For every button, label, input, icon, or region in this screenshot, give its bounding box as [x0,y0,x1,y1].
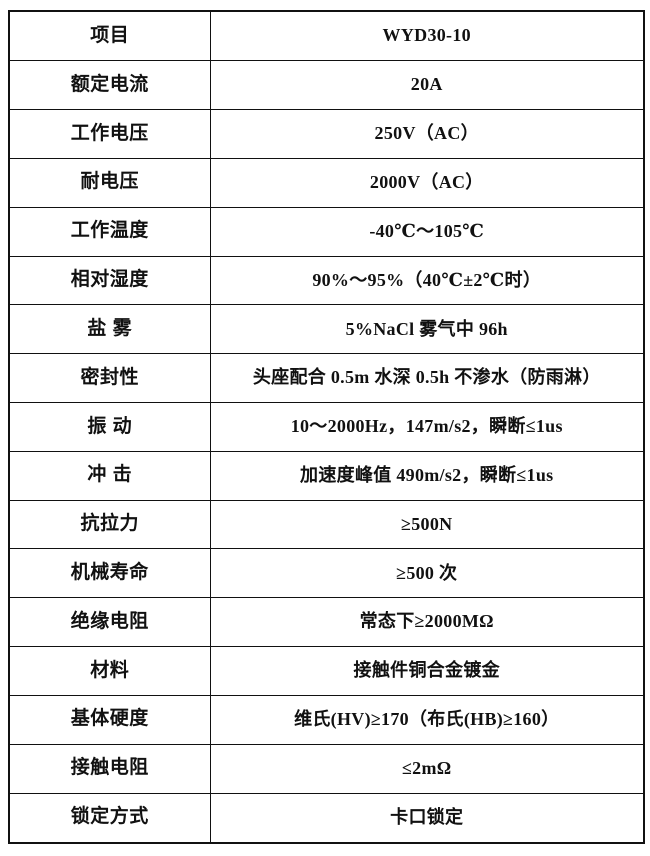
table-row: 抗拉力 ≥500N [8,499,645,550]
spec-label-cell: 盐 雾 [8,304,211,355]
spec-value-cell: ≥500N [209,499,645,550]
spec-label-cell: 绝缘电阻 [8,597,211,648]
table-row: 冲 击加速度峰值 490m/s2，瞬断≤1us [8,450,645,501]
spec-value-cell: -40℃～105℃ [209,206,645,257]
spec-value-cell: ≤2mΩ [209,743,645,794]
table-row: 绝缘电阻 常态下≥2000MΩ [8,597,645,648]
specification-table: 项目 WYD30-10 额定电流 20A 工作电压 250V（AC） 耐电压 2000V（AC… [8,10,645,844]
spec-value-cell: 5%NaCl 雾气中 96h [209,304,645,355]
spec-value-cell: 卡口锁定 [209,792,645,844]
spec-label-cell: 耐电压 [8,157,211,208]
spec-value-cell: 10～2000Hz，147m/s2，瞬断≤1us [209,402,645,452]
table-row: 额定电流 20A [8,60,645,111]
spec-label-cell: 基体硬度 [8,694,211,745]
spec-label-cell: 相对湿度 [8,255,211,306]
spec-value-cell: 加速度峰值 490m/s2，瞬断≤1us [209,450,645,501]
table-row: 振 动 10～2000Hz，147m/s2，瞬断≤1us [8,402,645,452]
spec-value-cell: 90%～95%（40℃±2℃时） [209,255,645,306]
spec-value-cell: 维氏(HV)≥170（布氏(HB)≥160） [209,694,645,745]
spec-value-cell: 常态下≥2000MΩ [209,597,645,648]
spec-value-cell: 250V（AC） [209,109,645,159]
spec-value-cell: ≥500 次 [209,548,645,599]
table-row: 材料 接触件铜合金镀金 [8,646,645,696]
table-row: 接触电阻 ≤2mΩ [8,743,645,794]
spec-label-cell: 密封性 [8,353,211,404]
spec-value-cell: 头座配合 0.5m 水深 0.5h 不渗水（防雨淋） [209,353,645,404]
spec-label-cell: 接触电阻 [8,743,211,794]
spec-label-cell: 额定电流 [8,60,211,111]
spec-table-container: 项目 WYD30-10 额定电流 20A 工作电压 250V（AC） 耐电压 2000V（AC… [8,10,645,844]
table-row: 工作电压 250V（AC） [8,109,645,159]
spec-value-cell: 20A [209,60,645,111]
spec-label-cell: 材料 [8,646,211,696]
spec-label-cell: 工作温度 [8,206,211,257]
table-row: 基体硬度 维氏(HV)≥170（布氏(HB)≥160） [8,694,645,745]
table-row: 工作温度 -40℃～105℃ [8,206,645,257]
spec-label-cell: 锁定方式 [8,792,211,844]
table-row: 相对湿度 90%～95%（40℃±2℃时） [8,255,645,306]
spec-label-cell: 机械寿命 [8,548,211,599]
spec-label-cell: 抗拉力 [8,499,211,550]
spec-value-cell: 2000V（AC） [209,157,645,208]
table-row: 盐 雾 5%NaCl 雾气中 96h [8,304,645,355]
table-row: 密封性 头座配合 0.5m 水深 0.5h 不渗水（防雨淋） [8,353,645,404]
table-row: 锁定方式 卡口锁定 [8,792,645,844]
table-row: 项目 WYD30-10 [8,10,645,62]
spec-label-cell: 工作电压 [8,109,211,159]
table-row: 耐电压 2000V（AC） [8,157,645,208]
spec-value-cell: WYD30-10 [209,10,645,62]
spec-value-cell: 接触件铜合金镀金 [209,646,645,696]
spec-table-body: 项目 WYD30-10 额定电流 20A 工作电压 250V（AC） 耐电压 2000V（AC… [8,10,645,844]
table-row: 机械寿命 ≥500 次 [8,548,645,599]
spec-label-cell: 项目 [8,10,211,62]
spec-label-cell: 冲 击 [8,450,211,501]
spec-label-cell: 振 动 [8,402,211,452]
